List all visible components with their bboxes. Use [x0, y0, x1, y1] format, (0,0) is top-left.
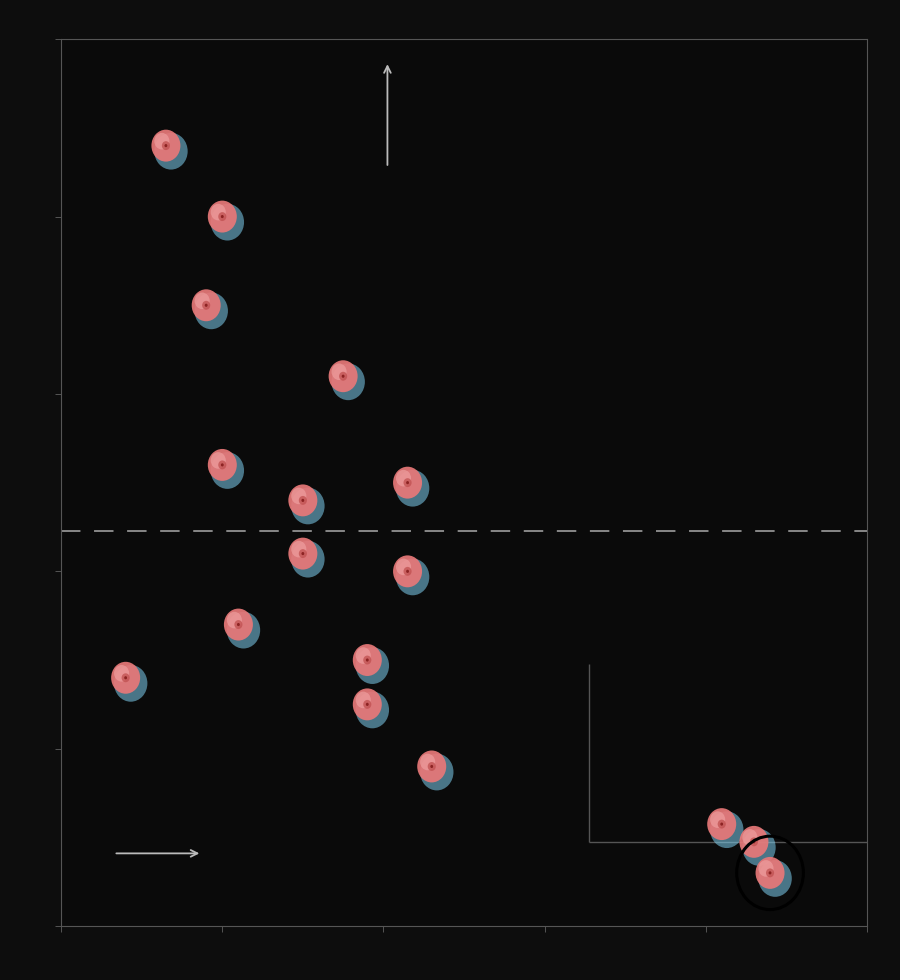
Circle shape — [406, 481, 409, 484]
Circle shape — [165, 144, 167, 147]
Circle shape — [342, 374, 345, 378]
Circle shape — [356, 692, 371, 709]
Circle shape — [114, 665, 148, 702]
Circle shape — [364, 700, 372, 709]
Circle shape — [220, 215, 224, 219]
Circle shape — [420, 754, 436, 770]
Circle shape — [288, 538, 318, 569]
Circle shape — [365, 703, 369, 706]
Circle shape — [124, 676, 127, 679]
Circle shape — [710, 811, 725, 828]
Circle shape — [208, 449, 237, 481]
Circle shape — [356, 692, 389, 728]
Circle shape — [292, 541, 325, 577]
Circle shape — [211, 452, 244, 489]
Circle shape — [111, 662, 140, 694]
Circle shape — [396, 469, 429, 507]
Circle shape — [227, 612, 242, 628]
Circle shape — [393, 556, 422, 587]
Circle shape — [742, 829, 776, 865]
Circle shape — [707, 808, 736, 840]
Circle shape — [403, 566, 411, 576]
Circle shape — [224, 609, 253, 641]
Circle shape — [227, 612, 260, 649]
Circle shape — [194, 292, 210, 309]
Circle shape — [234, 620, 242, 629]
Circle shape — [403, 478, 411, 487]
Circle shape — [211, 204, 226, 221]
Circle shape — [208, 201, 237, 232]
Circle shape — [194, 292, 228, 329]
Circle shape — [759, 860, 792, 897]
Circle shape — [428, 762, 436, 771]
Circle shape — [292, 488, 306, 505]
Circle shape — [162, 141, 170, 150]
Circle shape — [211, 204, 244, 240]
Circle shape — [766, 868, 774, 877]
Circle shape — [302, 499, 304, 502]
Circle shape — [211, 452, 226, 468]
Circle shape — [759, 860, 773, 877]
Circle shape — [299, 549, 307, 558]
Circle shape — [192, 289, 220, 321]
Circle shape — [114, 665, 129, 682]
Circle shape — [420, 754, 454, 791]
Circle shape — [218, 212, 227, 221]
Circle shape — [218, 461, 227, 469]
Circle shape — [393, 466, 422, 499]
Circle shape — [353, 688, 382, 720]
Circle shape — [365, 659, 369, 662]
Circle shape — [288, 484, 318, 516]
Circle shape — [717, 819, 725, 828]
Circle shape — [292, 488, 325, 524]
Circle shape — [328, 361, 357, 392]
Circle shape — [396, 469, 411, 486]
Circle shape — [710, 811, 743, 848]
Circle shape — [331, 364, 364, 400]
Circle shape — [406, 569, 409, 573]
Circle shape — [202, 301, 211, 310]
Circle shape — [752, 840, 755, 844]
Circle shape — [292, 541, 306, 558]
Circle shape — [154, 133, 169, 150]
Circle shape — [364, 656, 372, 664]
Circle shape — [720, 822, 724, 826]
Circle shape — [122, 673, 130, 682]
Circle shape — [151, 129, 180, 162]
Circle shape — [396, 559, 429, 595]
Circle shape — [430, 764, 433, 768]
Circle shape — [750, 837, 758, 847]
Circle shape — [353, 644, 382, 676]
Circle shape — [755, 857, 785, 889]
Circle shape — [302, 552, 304, 556]
Circle shape — [220, 464, 224, 466]
Circle shape — [339, 371, 347, 380]
Circle shape — [299, 496, 307, 505]
Circle shape — [740, 826, 769, 858]
Circle shape — [396, 559, 411, 575]
Circle shape — [204, 304, 208, 307]
Circle shape — [237, 623, 240, 626]
Circle shape — [154, 133, 188, 170]
Circle shape — [356, 647, 371, 663]
Circle shape — [742, 829, 758, 846]
Circle shape — [418, 751, 446, 782]
Circle shape — [331, 364, 346, 380]
Circle shape — [356, 647, 389, 684]
Circle shape — [769, 871, 771, 874]
